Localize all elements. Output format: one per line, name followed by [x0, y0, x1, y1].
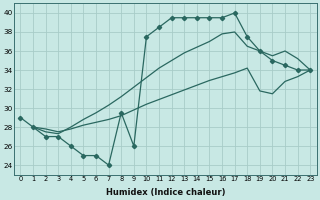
X-axis label: Humidex (Indice chaleur): Humidex (Indice chaleur) [106, 188, 225, 197]
